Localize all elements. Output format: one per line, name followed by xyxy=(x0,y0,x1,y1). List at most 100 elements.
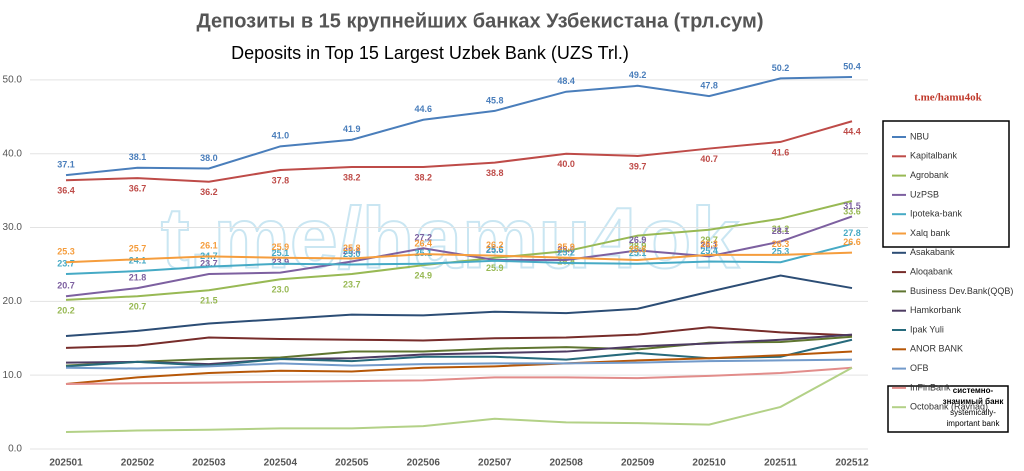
note: системно-значимый банк systemically-impor… xyxy=(943,386,1005,428)
data-label: 25.9 xyxy=(486,263,504,273)
legend-label: Hamkorbank xyxy=(910,305,962,315)
y-tick-label: 10.0 xyxy=(3,370,23,381)
x-tick-label: 202502 xyxy=(121,458,155,469)
legend-label: ANOR BANK xyxy=(910,344,963,354)
legend-label: Aloqabank xyxy=(910,266,953,276)
data-label: 23.9 xyxy=(272,257,290,267)
data-label: 25.6 xyxy=(486,244,504,254)
data-label: 28.9 xyxy=(629,241,647,251)
x-tick-label: 202501 xyxy=(49,458,83,469)
data-label: 31.5 xyxy=(843,201,861,211)
data-label: 25.1 xyxy=(415,248,433,258)
data-label: 21.5 xyxy=(200,296,218,306)
data-label: 33.6 xyxy=(843,206,861,216)
legend-label: UzPSB xyxy=(910,189,939,199)
data-label: 25.3 xyxy=(772,247,790,257)
data-label: 26.4 xyxy=(415,238,433,248)
series-line xyxy=(65,274,853,338)
x-tick-label: 202511 xyxy=(764,458,797,469)
data-label: 20.7 xyxy=(129,302,147,312)
x-tick-label: 202506 xyxy=(407,458,441,469)
y-tick-label: 0.0 xyxy=(8,444,22,455)
series-line xyxy=(65,358,853,370)
series-line xyxy=(65,326,853,349)
data-label: 38.2 xyxy=(415,172,433,182)
legend-label: NBU xyxy=(910,131,929,141)
legend-label: OFB xyxy=(910,363,929,373)
data-label: 38.8 xyxy=(486,168,504,178)
data-label: 23.0 xyxy=(272,285,290,295)
x-tick-label: 202504 xyxy=(264,458,298,469)
data-label: 40.7 xyxy=(700,154,718,164)
x-tick-label: 202510 xyxy=(692,458,726,469)
data-label: 25.3 xyxy=(57,247,75,257)
data-label: 27.2 xyxy=(415,233,433,243)
series-line xyxy=(65,120,853,183)
data-label: 25.4 xyxy=(700,246,718,256)
data-label: 20.2 xyxy=(57,305,75,315)
data-label: 29.7 xyxy=(700,235,718,245)
data-label: 26.9 xyxy=(629,235,647,245)
note-line: systemically- xyxy=(950,408,996,417)
data-label: 41.9 xyxy=(343,124,361,134)
data-label: 37.1 xyxy=(57,160,75,170)
data-label: 38.2 xyxy=(343,172,361,182)
legend-label: Business Dev.Bank(QQB) xyxy=(910,286,1013,296)
data-label: 31.2 xyxy=(772,224,790,234)
data-label: 39.7 xyxy=(629,161,647,171)
data-label: 45.8 xyxy=(486,95,504,105)
legend-label: Xalq bank xyxy=(910,228,951,238)
data-label: 38.0 xyxy=(200,153,218,163)
data-label: 41.0 xyxy=(272,131,290,141)
series-line xyxy=(65,350,853,386)
legend-label: Kapitalbank xyxy=(910,151,958,161)
data-label: 25.8 xyxy=(343,243,361,253)
x-tick-label: 202508 xyxy=(549,458,583,469)
x-tick-label: 202503 xyxy=(192,458,226,469)
data-label: 20.7 xyxy=(57,281,75,291)
data-label: 25.0 xyxy=(343,249,361,259)
data-label: 25.2 xyxy=(557,247,575,257)
x-tick-label: 202509 xyxy=(621,458,655,469)
series-line xyxy=(65,333,853,366)
data-label: 26.8 xyxy=(557,257,575,267)
legend-group-box xyxy=(882,120,1010,248)
legend-label: Ipoteka-bank xyxy=(910,209,963,219)
x-tick-label: 202505 xyxy=(335,458,369,469)
data-label: 36.7 xyxy=(129,183,147,193)
data-label: 27.8 xyxy=(843,228,861,238)
data-label: 48.4 xyxy=(557,76,575,86)
data-label: 26.3 xyxy=(700,239,718,249)
data-label: 50.4 xyxy=(843,61,861,71)
data-label: 25.5 xyxy=(486,245,504,255)
data-label: 25.6 xyxy=(629,244,647,254)
series-line xyxy=(65,366,853,386)
chart-title: Депозиты в 15 крупнейших банках Узбекист… xyxy=(197,10,764,32)
data-label: 41.6 xyxy=(772,147,790,157)
data-label: 50.2 xyxy=(772,63,790,73)
channel-link: t.me/hamu4ok xyxy=(914,92,982,104)
data-label: 26.2 xyxy=(486,240,504,250)
data-label: 44.4 xyxy=(843,127,861,137)
series-line xyxy=(65,366,853,434)
data-label: 26.3 xyxy=(772,239,790,249)
data-label: 21.8 xyxy=(129,272,147,282)
data-label: 25.9 xyxy=(272,242,290,252)
data-label: 26.1 xyxy=(700,241,718,251)
data-label: 44.6 xyxy=(415,104,433,114)
legend-label: Asakabank xyxy=(910,247,955,257)
legend-label: Agrobank xyxy=(910,170,949,180)
note-box xyxy=(887,385,1009,433)
data-label: 23.7 xyxy=(200,258,218,268)
data-label: 26.1 xyxy=(200,241,218,251)
x-tick-label: 202507 xyxy=(478,458,512,469)
y-tick-label: 50.0 xyxy=(3,75,23,86)
data-label: 36.2 xyxy=(200,187,218,197)
watermark: t.me/hamu4ok xyxy=(161,191,739,287)
data-label: 47.8 xyxy=(700,81,718,91)
data-label: 24.1 xyxy=(129,255,147,265)
data-label: 38.1 xyxy=(129,152,147,162)
series-line xyxy=(65,75,853,177)
data-label: 28.1 xyxy=(772,226,790,236)
data-label: 24.9 xyxy=(415,271,433,281)
